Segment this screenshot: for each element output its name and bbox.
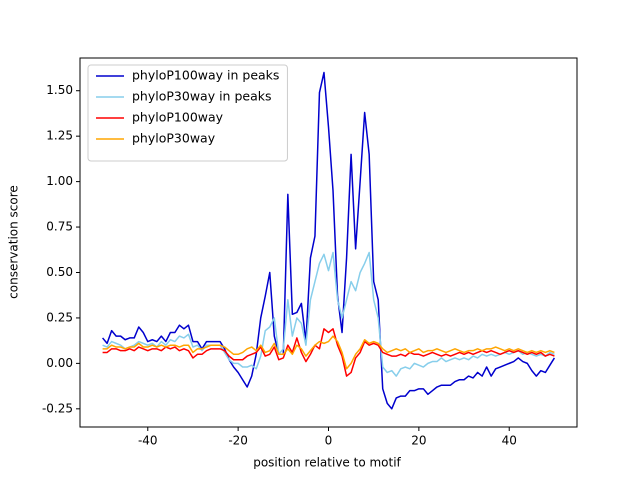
- x-tick-label: 40: [502, 434, 517, 448]
- legend-label: phyloP100way: [132, 110, 224, 125]
- y-tick-label: -0.25: [42, 401, 73, 415]
- legend-box: [87, 64, 288, 162]
- line-series: [102, 335, 555, 370]
- legend-label: phyloP30way: [132, 131, 216, 146]
- plot-frame: [79, 57, 578, 428]
- y-axis-label: conservation score: [7, 185, 21, 299]
- y-tick-label: 0.25: [46, 310, 73, 324]
- y-tick-label: 0.50: [46, 265, 73, 279]
- y-tick-label: 1.50: [46, 83, 73, 97]
- y-tick-label: 1.00: [46, 174, 73, 188]
- line-series: [102, 328, 555, 377]
- line-series: [102, 251, 555, 377]
- x-tick-label: -40: [138, 434, 158, 448]
- x-tick-label: -20: [228, 434, 248, 448]
- line-series: [102, 71, 556, 410]
- y-tick-label: 0.75: [46, 220, 73, 234]
- y-tick-label: 0.00: [46, 356, 73, 370]
- legend-label: phyloP100way in peaks: [132, 68, 279, 83]
- legend: phyloP100way in peaks phyloP30way in peak…: [87, 64, 288, 162]
- x-tick-label: 0: [325, 434, 333, 448]
- legend-label: phyloP30way in peaks: [132, 89, 271, 104]
- x-tick-label: 20: [411, 434, 426, 448]
- x-axis-label: position relative to motif: [253, 456, 401, 470]
- y-tick-label: 1.25: [46, 129, 73, 143]
